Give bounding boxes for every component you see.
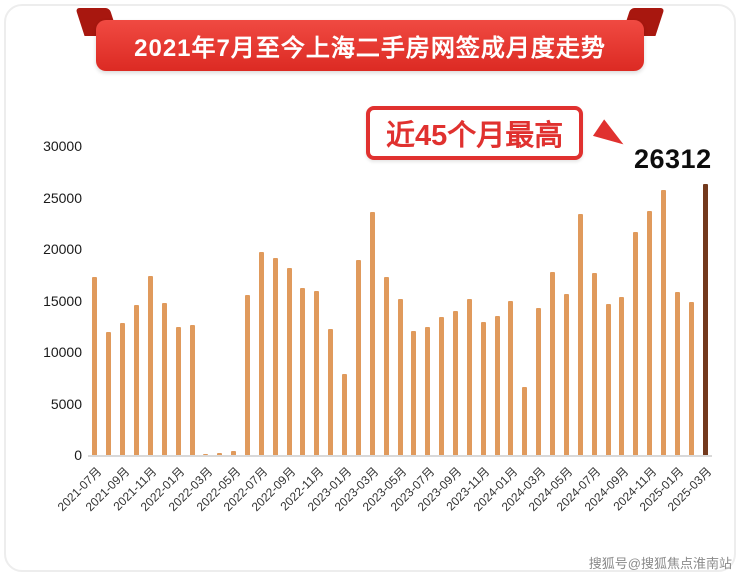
bar (550, 271, 556, 455)
peak-value-label: 26312 (634, 144, 712, 174)
bar (120, 323, 126, 455)
bar (647, 210, 653, 455)
bar (300, 288, 306, 455)
bar (633, 231, 639, 455)
bar (605, 303, 611, 455)
bar (591, 272, 597, 455)
y-tick-label: 25000 (43, 189, 82, 206)
y-tick-label: 5000 (50, 395, 82, 412)
bar (355, 260, 361, 455)
bar (397, 299, 403, 455)
bar (452, 310, 458, 455)
bar (480, 322, 486, 455)
bar (660, 190, 666, 455)
y-tick-label: 0 (74, 447, 82, 463)
bar (411, 331, 417, 455)
bar (466, 299, 472, 455)
bar (244, 295, 250, 455)
watermark: 搜狐号@搜狐焦点淮南站 (588, 556, 732, 571)
callout-box: 近45个月最高 (366, 106, 584, 160)
bar (425, 327, 431, 455)
bar (577, 213, 583, 455)
bar (314, 291, 320, 455)
bar (619, 297, 625, 455)
bar (328, 329, 334, 455)
bar (92, 276, 98, 455)
bar (494, 315, 500, 455)
bar (106, 332, 112, 455)
bar (688, 301, 694, 455)
bar (189, 325, 195, 455)
y-tick-label: 30000 (43, 138, 82, 154)
x-axis: 2021-07月 2021-09月 2021-11月 2022-01月 2022-03月… (55, 459, 715, 529)
bar (175, 327, 181, 455)
bar (383, 276, 389, 455)
bar (147, 275, 153, 455)
bar (286, 267, 292, 455)
bar (217, 452, 223, 455)
bar (563, 294, 569, 455)
y-tick-label: 20000 (43, 241, 82, 257)
bar (272, 258, 278, 455)
bar (258, 252, 264, 455)
bar (674, 292, 680, 455)
bar (203, 453, 209, 455)
bar (522, 387, 528, 455)
highlight-bar (702, 184, 708, 455)
bar (134, 304, 140, 455)
bar (369, 211, 375, 455)
bar (508, 300, 514, 455)
title-banner: 2021年7月至今上海二手房网签成月度走势 (75, 8, 665, 71)
y-tick-label: 15000 (43, 292, 82, 309)
bar (439, 316, 445, 455)
plot-area (88, 146, 712, 457)
page-title: 2021年7月至今上海二手房网签成月度走势 (96, 20, 644, 71)
bar (231, 450, 237, 455)
y-tick-label: 10000 (43, 344, 82, 360)
bar (161, 302, 167, 455)
y-axis: 0 5000 10000 15000 20000 25000 30000 (24, 138, 82, 463)
bar (536, 307, 542, 455)
bar (342, 373, 348, 455)
